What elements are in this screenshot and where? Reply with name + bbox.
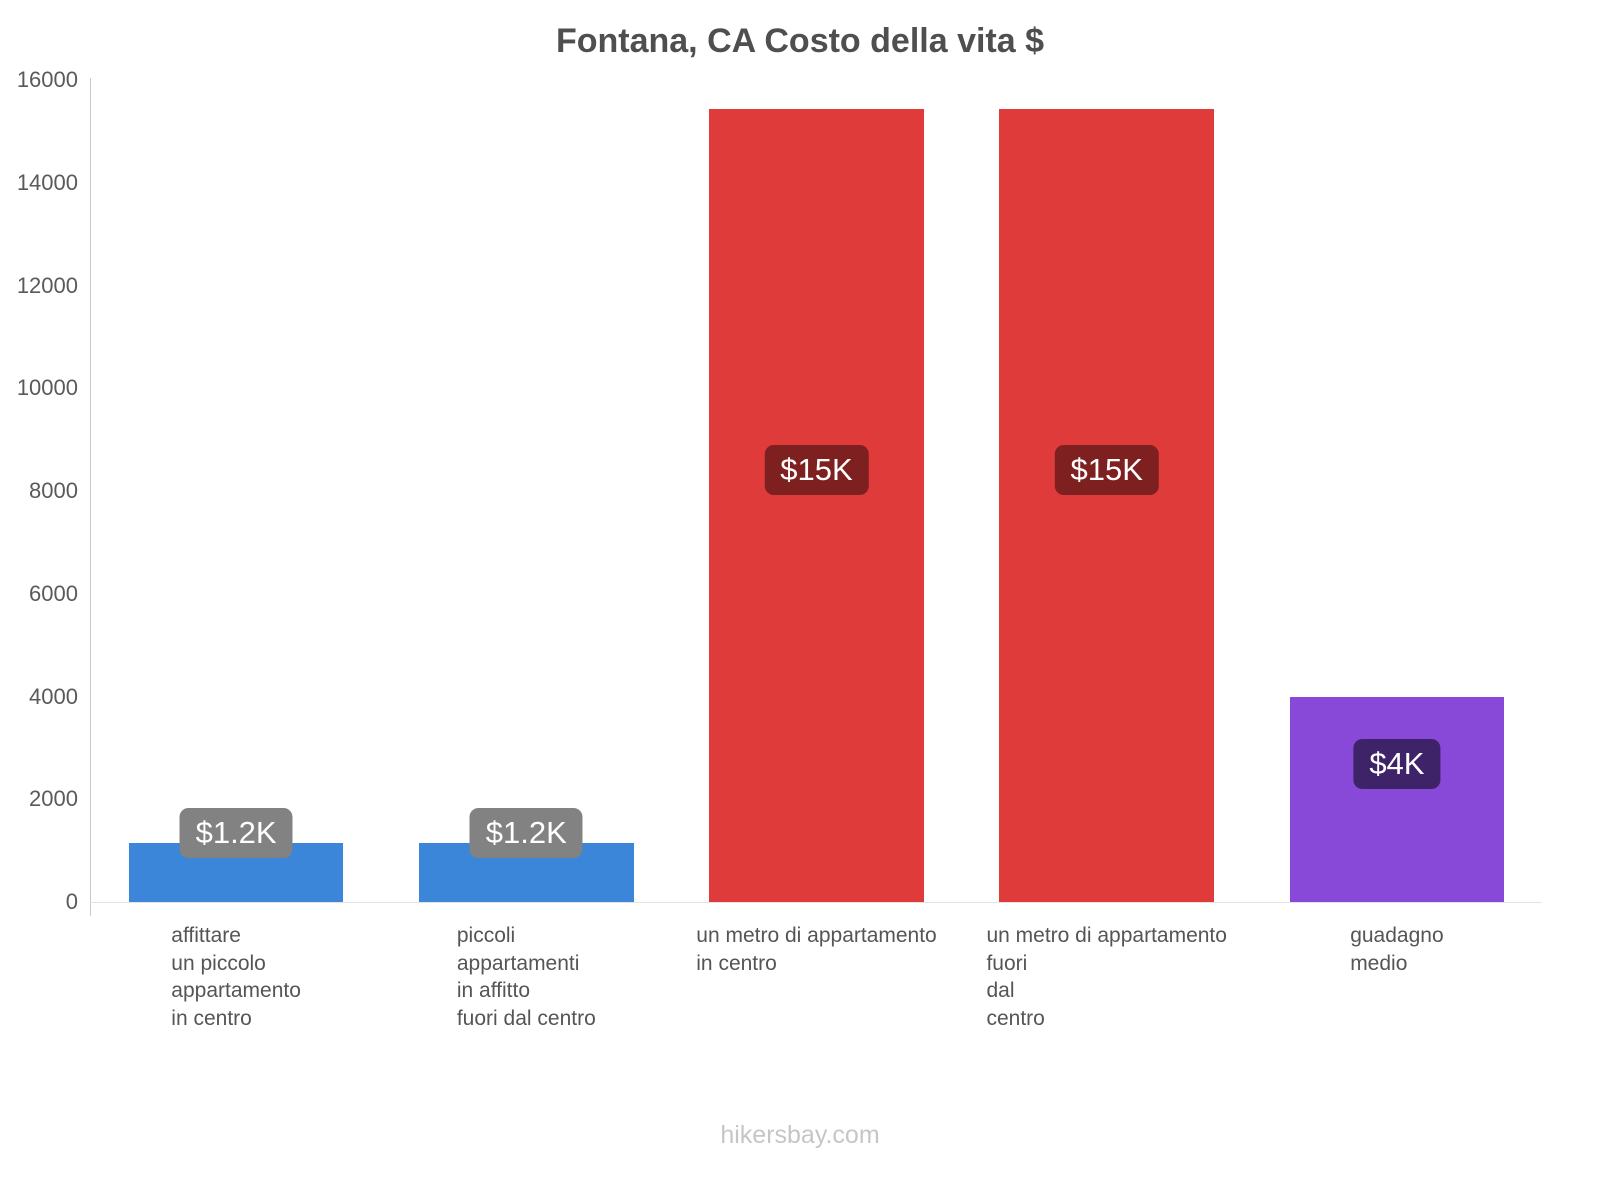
category-label: un metro di appartamento fuori dal centr… [986, 924, 1227, 1031]
category-label: piccoli appartamenti in affitto fuori da… [456, 924, 596, 1031]
y-tick-label: 2000 [29, 786, 78, 812]
y-tick-label: 8000 [29, 478, 78, 503]
category-label: un metro di appartamento in centro [696, 924, 937, 975]
y-tick-label: 16000 [16, 67, 78, 92]
y-tick-label: 6000 [29, 580, 78, 606]
bar-slot: $4K [1252, 80, 1542, 902]
y-tick-label: 12000 [16, 272, 78, 298]
category-cell: affittare un piccolo appartamento in cen… [91, 922, 381, 1033]
category-cell: piccoli appartamenti in affitto fuori da… [381, 922, 671, 1033]
bar-slot: $1.2K [91, 80, 381, 902]
x-axis-line [90, 902, 1542, 903]
bar-slot: $1.2K [381, 80, 671, 902]
bar-2[interactable] [709, 109, 924, 902]
y-tick-label: 0 [65, 889, 78, 914]
category-cell: un metro di appartamento fuori dal centr… [962, 922, 1252, 1033]
bar-value-badge: $15K [764, 444, 869, 495]
bar-value-badge: $4K [1353, 738, 1441, 789]
y-tick-label: 14000 [16, 169, 78, 195]
x-axis-labels: affittare un piccolo appartamento in cen… [91, 922, 1542, 1033]
bar-slot: $15K [671, 80, 961, 902]
category-cell: guadagno medio [1252, 922, 1542, 1033]
watermark: hikersbay.com [720, 1121, 880, 1149]
chart-title: Fontana, CA Costo della vita $ [555, 22, 1045, 60]
y-tick-label: 10000 [16, 375, 78, 401]
category-cell: un metro di appartamento in centro [671, 922, 961, 1033]
category-label: affittare un piccolo appartamento in cen… [171, 924, 301, 1031]
bar-value-badge: $1.2K [469, 807, 583, 858]
y-axis-line [90, 78, 91, 916]
category-label: guadagno medio [1350, 924, 1444, 975]
bar-value-badge: $1.2K [179, 807, 293, 858]
plot-area: $1.2K $1.2K $15K $15K $4K [91, 80, 1542, 902]
bar-3[interactable] [999, 109, 1215, 902]
bar-slot: $15K [962, 80, 1252, 902]
bar-value-badge: $15K [1054, 444, 1159, 495]
y-tick-label: 4000 [29, 683, 78, 709]
bar-4[interactable] [1289, 696, 1505, 902]
